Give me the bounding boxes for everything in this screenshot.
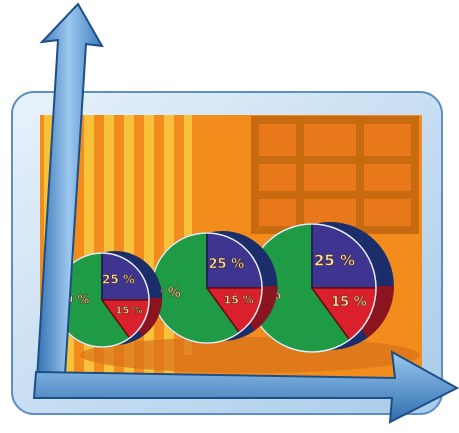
slice-label: 25 % (208, 257, 244, 272)
slice-label: 15 % (115, 306, 142, 317)
slice-label: 25 % (314, 251, 355, 269)
slice-label: 15 % (224, 294, 254, 307)
x-axis-arrow (32, 350, 459, 424)
slice-label: 25 % (102, 273, 135, 287)
pies: 0 %25 %15 %0 %25 %15 %60 %25 %15 % (54, 222, 394, 353)
y-axis-arrow (34, 2, 104, 397)
shadow (80, 337, 420, 373)
slice-label: 15 % (331, 295, 367, 310)
window (251, 116, 419, 234)
